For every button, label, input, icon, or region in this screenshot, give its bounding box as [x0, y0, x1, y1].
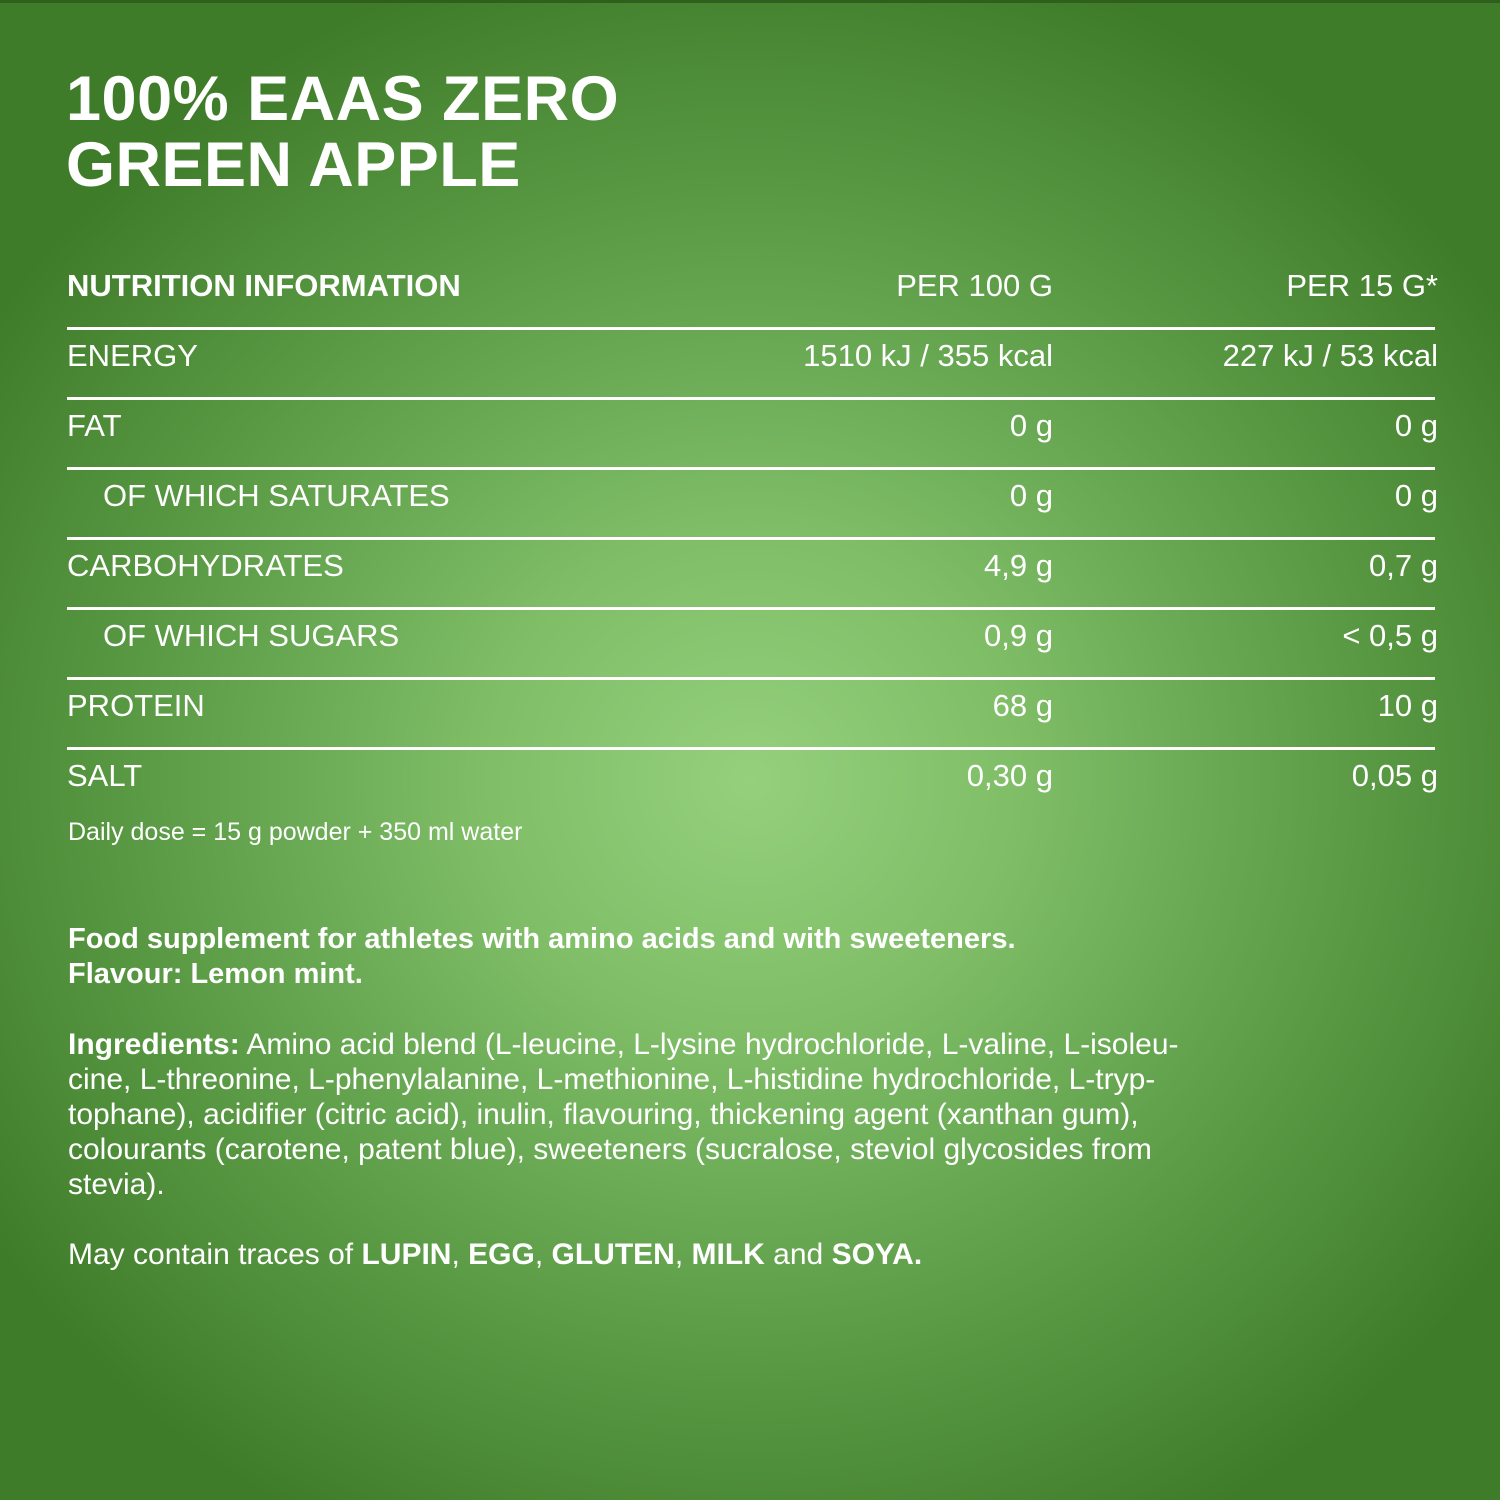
- row-per-15: 0 g: [1394, 478, 1438, 513]
- row-per-15: 0 g: [1394, 408, 1438, 443]
- row-per-100: 4,9 g: [984, 548, 1053, 583]
- header-label: NUTRITION INFORMATION: [67, 268, 461, 303]
- row-label: OF WHICH SATURATES: [103, 478, 450, 513]
- allergen: GLUTEN: [551, 1238, 675, 1271]
- separator: ,: [451, 1238, 469, 1271]
- row-label: CARBOHYDRATES: [67, 548, 344, 583]
- row-per-15: 0,7 g: [1369, 548, 1438, 583]
- row-per-100: 0 g: [1009, 408, 1053, 443]
- row-per-15: < 0,5 g: [1342, 618, 1438, 653]
- allergen: SOYA: [831, 1238, 914, 1271]
- divider: [67, 537, 1435, 540]
- table-row: FAT 0 g 0 g: [67, 398, 1438, 470]
- row-per-15: 227 kJ / 53 kcal: [1222, 338, 1438, 373]
- table-row: CARBOHYDRATES 4,9 g 0,7 g: [67, 538, 1438, 610]
- divider: [67, 467, 1435, 470]
- row-per-100: 0,9 g: [984, 618, 1053, 653]
- title-line-1: 100% EAAS ZERO: [66, 64, 620, 134]
- description-line: Food supplement for athletes with amino …: [68, 923, 1016, 955]
- table-row: ENERGY 1510 kJ / 355 kcal 227 kJ / 53 kc…: [67, 328, 1438, 400]
- row-per-15: 10 g: [1377, 688, 1438, 723]
- row-per-15: 0,05 g: [1351, 758, 1438, 793]
- header-per-100: PER 100 G: [896, 268, 1053, 303]
- row-per-100: 0 g: [1009, 478, 1053, 513]
- period: .: [913, 1238, 923, 1271]
- row-label: ENERGY: [67, 338, 198, 373]
- row-label: OF WHICH SUGARS: [103, 618, 400, 653]
- flavour-line: Flavour: Lemon mint.: [68, 958, 363, 990]
- product-description: Food supplement for athletes with amino …: [68, 922, 1016, 992]
- top-border: [0, 0, 1500, 3]
- table-header: NUTRITION INFORMATION PER 100 G PER 15 G…: [67, 258, 1438, 330]
- divider: [67, 327, 1435, 330]
- row-per-100: 68 g: [992, 688, 1053, 723]
- divider: [67, 607, 1435, 610]
- allergen: EGG: [468, 1238, 535, 1271]
- ingredients-line: cine, L-threonine, L-phenylalanine, L-me…: [68, 1063, 1156, 1096]
- title-line-2: GREEN APPLE: [66, 130, 521, 200]
- ingredients: Ingredients: Amino acid blend (L-leucine…: [68, 1027, 1179, 1202]
- table-row: SALT 0,30 g 0,05 g: [67, 748, 1438, 818]
- table-row: OF WHICH SUGARS 0,9 g < 0,5 g: [67, 608, 1438, 680]
- table-row: PROTEIN 68 g 10 g: [67, 678, 1438, 750]
- daily-dose-note: Daily dose = 15 g powder + 350 ml water: [68, 818, 523, 846]
- product-title: 100% EAAS ZERO GREEN APPLE: [66, 66, 619, 198]
- separator: ,: [674, 1238, 692, 1271]
- allergen: LUPIN: [361, 1238, 452, 1271]
- divider: [67, 747, 1435, 750]
- ingredients-line: Amino acid blend (L-leucine, L-lysine hy…: [239, 1028, 1179, 1061]
- divider: [67, 397, 1435, 400]
- table-row: OF WHICH SATURATES 0 g 0 g: [67, 468, 1438, 540]
- row-per-100: 1510 kJ / 355 kcal: [803, 338, 1053, 373]
- row-label: FAT: [67, 408, 122, 443]
- ingredients-line: stevia).: [68, 1168, 165, 1201]
- nutrition-table: NUTRITION INFORMATION PER 100 G PER 15 G…: [67, 258, 1438, 818]
- divider: [67, 677, 1435, 680]
- ingredients-line: tophane), acidifier (citric acid), inuli…: [68, 1098, 1139, 1131]
- allergen-traces: May contain traces of LUPIN, EGG, GLUTEN…: [68, 1237, 922, 1272]
- row-label: SALT: [67, 758, 143, 793]
- allergen: MILK: [691, 1238, 765, 1271]
- ingredients-label: Ingredients:: [68, 1028, 240, 1061]
- header-per-15: PER 15 G*: [1286, 268, 1438, 303]
- separator: and: [764, 1238, 832, 1271]
- traces-prefix: May contain traces of: [68, 1238, 362, 1271]
- separator: ,: [534, 1238, 552, 1271]
- row-per-100: 0,30 g: [966, 758, 1053, 793]
- row-label: PROTEIN: [67, 688, 205, 723]
- ingredients-line: colourants (carotene, patent blue), swee…: [68, 1133, 1152, 1166]
